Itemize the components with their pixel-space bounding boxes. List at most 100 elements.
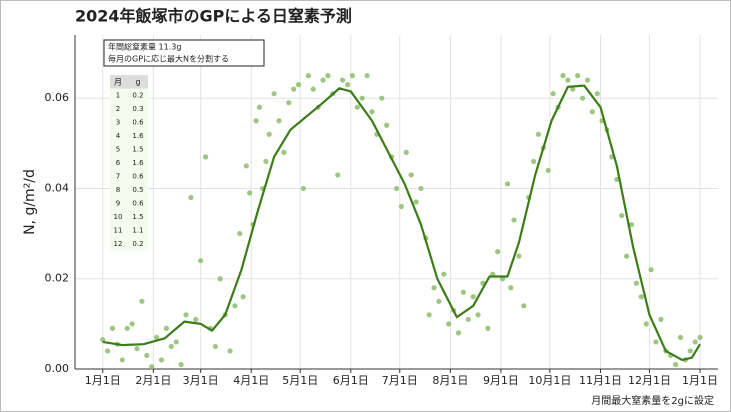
point [153,334,160,341]
trend-line [102,84,701,362]
table-cell: 0.5 [132,186,143,194]
point [100,337,106,343]
point [276,118,282,124]
table-cell: 9 [116,199,120,207]
point [455,330,462,336]
point [379,95,385,101]
point [291,86,297,92]
point [253,118,259,124]
point [359,95,365,101]
x-tick-label: 7月1日 [382,374,418,387]
point [470,294,476,300]
table-cell: 5 [116,145,120,153]
point [485,325,491,331]
x-tick-label: 10月1日 [528,374,571,387]
point [508,285,514,291]
point [535,131,542,137]
point [232,303,238,309]
table-cell: 0.3 [132,105,143,113]
point [545,167,551,174]
point [305,73,311,79]
point [193,316,199,322]
point [697,334,703,341]
point [263,158,269,164]
point [570,86,576,92]
point [300,185,307,192]
x-tick-label: 3月1日 [183,374,219,387]
table-header: g [135,77,140,86]
annotation: 年間総窒素量 11.3g [108,42,181,52]
y-axis-label: N, g/m²/d [22,169,38,235]
chart-title: 2024年飯塚市のGPによる日窒素予測 [75,7,352,26]
point [320,77,326,83]
x-tick-label: 6月1日 [333,374,369,387]
point [575,73,581,79]
table-cell: 6 [116,159,121,167]
point [149,364,155,370]
table-cell: 4 [116,132,121,140]
point [643,321,649,327]
point [243,163,249,169]
point [530,158,537,164]
table-body-bg [110,88,148,251]
point [672,361,679,368]
table-cell: 0.2 [132,240,143,248]
x-tick-label: 9月1日 [483,374,519,387]
point [565,77,571,83]
caption: 月間最大窒素量を2gに設定 [591,394,714,407]
point [105,348,111,354]
table-cell: 1 [116,91,120,99]
point [139,298,145,304]
point [163,325,169,331]
point [511,217,517,223]
point [144,352,150,359]
point [266,131,272,137]
point [560,73,566,79]
point [369,109,375,115]
point [340,77,346,83]
point [638,294,644,300]
point [413,199,419,205]
point [648,267,654,273]
point [212,343,218,350]
point [475,312,481,318]
point [446,321,452,327]
y-tick-label: 0.00 [45,362,70,375]
table-cell: 2 [116,105,120,113]
point [398,203,404,210]
point [521,303,527,309]
point [431,285,437,291]
table-cell: 1.5 [132,145,143,153]
point [310,86,316,92]
table-cell: 1.5 [132,213,143,221]
point [460,289,467,295]
table-cell: 8 [116,186,120,194]
point [504,181,511,187]
point [418,185,424,192]
inset-table: 月 g 1 0.2 2 0.3 3 0.6 4 1.6 5 1.5 6 1.6 7 0.6 8 0.5 9 0.6 10… [110,75,148,251]
point [109,325,116,331]
point [628,221,635,228]
point [178,361,184,368]
annotation: 毎月のGPに応じ最大Nを分割する [108,54,229,64]
point [614,176,620,183]
point [633,280,640,286]
point [240,294,246,300]
annotation-box [103,39,265,67]
y-tick-label: 0.06 [45,91,70,104]
table-cell: 0.6 [132,199,144,207]
point [173,339,179,345]
point [256,104,263,110]
table-cell: 0.6 [132,172,144,180]
table-cell: 1.1 [132,226,143,234]
point [589,109,595,115]
point [436,298,442,304]
point [349,73,356,79]
point [403,149,409,155]
point [325,73,331,79]
table-cell: 11 [114,226,123,234]
table-cell: 10 [114,213,123,221]
point [465,316,471,322]
x-tick-label: 11月1日 [579,374,622,387]
